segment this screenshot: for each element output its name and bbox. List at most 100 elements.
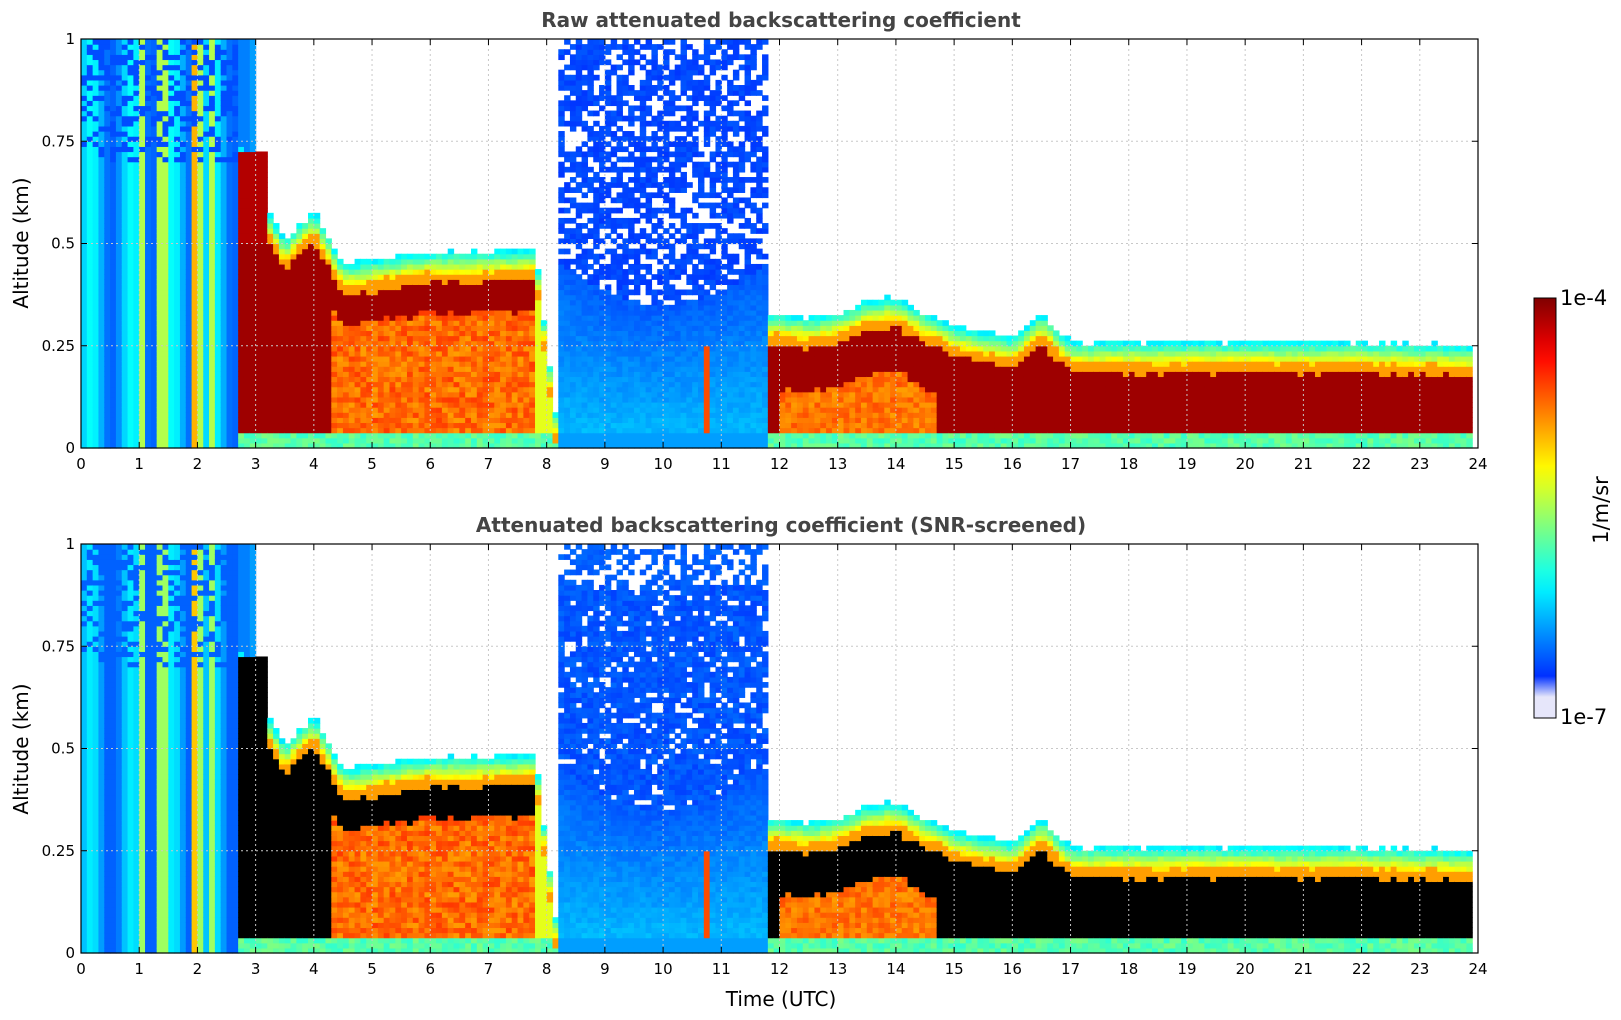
heatmap-cell — [162, 162, 168, 168]
heatmap-cell — [186, 310, 192, 316]
heatmap-cell — [558, 351, 564, 357]
heatmap-cell — [576, 433, 582, 439]
heatmap-cell — [512, 315, 518, 321]
heatmap-cell — [104, 274, 110, 280]
heatmap-cell — [98, 366, 104, 372]
heatmap-cell — [139, 397, 145, 403]
heatmap-cell — [471, 310, 477, 316]
heatmap-cell — [407, 422, 413, 428]
heatmap-cell — [314, 325, 320, 331]
heatmap-cell — [582, 315, 588, 321]
heatmap-cell — [355, 259, 361, 265]
heatmap-cell — [407, 300, 413, 306]
heatmap-cell — [331, 320, 337, 326]
heatmap-cell — [419, 422, 425, 428]
heatmap-cell — [180, 254, 186, 260]
heatmap-cell — [570, 284, 576, 290]
heatmap-cell — [430, 387, 436, 393]
heatmap-cell — [320, 376, 326, 382]
heatmap-cell — [576, 44, 582, 50]
heatmap-cell — [529, 269, 535, 275]
heatmap-cell — [337, 315, 343, 321]
heatmap-cell — [349, 417, 355, 423]
heatmap-cell — [529, 279, 535, 285]
heatmap-cell — [547, 371, 553, 377]
heatmap-cell — [145, 320, 151, 326]
heatmap-cell — [238, 116, 244, 122]
heatmap-cell — [302, 259, 308, 265]
heatmap-cell — [157, 259, 163, 265]
heatmap-cell — [122, 218, 128, 224]
heatmap-cell — [570, 100, 576, 106]
heatmap-cell — [279, 295, 285, 301]
heatmap-cell — [232, 157, 238, 163]
heatmap-cell — [273, 223, 279, 229]
heatmap-cell — [157, 290, 163, 296]
heatmap-cell — [512, 366, 518, 372]
heatmap-cell — [378, 290, 384, 296]
heatmap-cell — [98, 131, 104, 137]
heatmap-cell — [110, 407, 116, 413]
heatmap-cell — [162, 376, 168, 382]
heatmap-cell — [564, 187, 570, 193]
heatmap-cell — [197, 290, 203, 296]
heatmap-cell — [587, 428, 593, 434]
heatmap-cell — [535, 320, 541, 326]
heatmap-cell — [419, 412, 425, 418]
heatmap-cell — [209, 315, 215, 321]
heatmap-cell — [401, 295, 407, 301]
heatmap-cell — [209, 49, 215, 55]
heatmap-cell — [93, 279, 99, 285]
heatmap-cell — [116, 330, 122, 336]
heatmap-cell — [325, 290, 331, 296]
heatmap-cell — [605, 121, 611, 127]
heatmap-cell — [180, 146, 186, 152]
heatmap-cell — [390, 315, 396, 321]
heatmap-cell — [168, 121, 174, 127]
heatmap-cell — [471, 376, 477, 382]
heatmap-cell — [186, 100, 192, 106]
heatmap-cell — [232, 305, 238, 311]
heatmap-cell — [378, 300, 384, 306]
heatmap-cell — [238, 325, 244, 331]
heatmap-cell — [197, 172, 203, 178]
heatmap-cell — [81, 187, 87, 193]
heatmap-cell — [314, 438, 320, 444]
heatmap-cell — [139, 300, 145, 306]
heatmap-cell — [337, 295, 343, 301]
heatmap-cell — [477, 422, 483, 428]
heatmap-cell — [168, 54, 174, 60]
heatmap-cell — [139, 95, 145, 101]
heatmap-cell — [116, 228, 122, 234]
heatmap-cell — [494, 284, 500, 290]
heatmap-cell — [203, 428, 209, 434]
heatmap-cell — [331, 382, 337, 388]
heatmap-cell — [337, 387, 343, 393]
heatmap-cell — [221, 315, 227, 321]
heatmap-cell — [465, 254, 471, 260]
heatmap-cell — [168, 397, 174, 403]
heatmap-cell — [145, 284, 151, 290]
heatmap-cell — [372, 387, 378, 393]
heatmap-cell — [390, 325, 396, 331]
heatmap-cell — [227, 274, 233, 280]
heatmap-area[interactable] — [81, 39, 1478, 449]
heatmap-cell — [151, 310, 157, 316]
heatmap-cell — [162, 177, 168, 183]
heatmap-cell — [168, 417, 174, 423]
heatmap-cell — [238, 315, 244, 321]
heatmap-cell — [407, 387, 413, 393]
heatmap-cell — [459, 290, 465, 296]
heatmap-cell — [337, 371, 343, 377]
heatmap-cell — [87, 330, 93, 336]
heatmap-cell — [209, 228, 215, 234]
heatmap-cell — [494, 417, 500, 423]
heatmap-cell — [215, 382, 221, 388]
heatmap-cell — [605, 428, 611, 434]
heatmap-cell — [256, 351, 262, 357]
heatmap-cell — [360, 336, 366, 342]
heatmap-cell — [122, 315, 128, 321]
heatmap-cell — [442, 417, 448, 423]
heatmap-cell — [122, 433, 128, 439]
heatmap-cell — [232, 177, 238, 183]
